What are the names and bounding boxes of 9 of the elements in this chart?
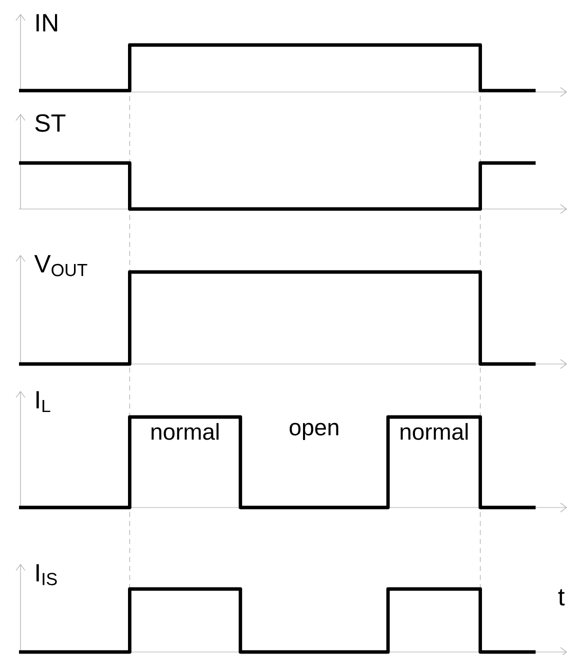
- y-axis-title: I$_{IS}$: [36, 564, 57, 586]
- y-axis-title: V$_{OUT}$: [34, 255, 88, 276]
- y-axis-title: ST: [35, 114, 66, 132]
- annotation: open: [290, 422, 338, 440]
- annotation: normal: [152, 423, 219, 440]
- y-axis-title: I$_{L}$: [36, 391, 50, 412]
- annotation: normal: [400, 423, 468, 440]
- x-axis-title: t: [558, 589, 565, 606]
- y-axis-title: IN: [36, 14, 58, 32]
